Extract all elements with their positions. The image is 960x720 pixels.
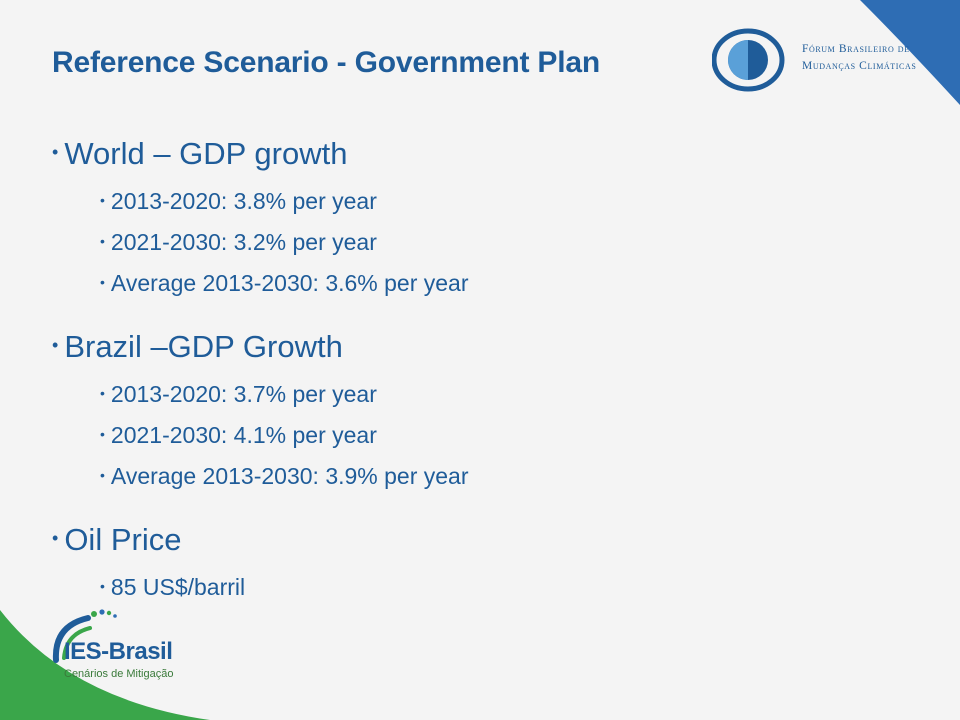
- sub-bullet-text: 85 US$/barril: [110, 574, 246, 600]
- bullet-heading-text: Brazil –GDP Growth: [64, 329, 343, 364]
- section-world-gdp: • World – GDP growth • 2013-2020: 3.8% pe…: [52, 134, 872, 305]
- bullet-heading: • World – GDP growth: [52, 134, 872, 178]
- top-right-blue-corner: [860, 0, 960, 105]
- bullet-dot-icon: •: [100, 233, 105, 249]
- ies-logo-name: IES-Brasil: [64, 638, 173, 665]
- sub-bullet: • Average 2013-2030: 3.6% per year: [100, 264, 872, 305]
- bullet-dot-icon: •: [100, 192, 105, 208]
- slide-title: Reference Scenario - Government Plan: [52, 46, 600, 79]
- sub-bullet-text: Average 2013-2030: 3.9% per year: [110, 463, 469, 489]
- bullet-dot-icon: •: [100, 426, 105, 442]
- sub-bullet: • Average 2013-2030: 3.9% per year: [100, 457, 872, 498]
- ies-arc-icon: [52, 609, 117, 663]
- sub-bullet-list: • 2013-2020: 3.8% per year • 2021-2030: 3.…: [52, 182, 872, 305]
- bullet-heading: • Oil Price: [52, 520, 872, 564]
- bullet-heading-text: Oil Price: [64, 522, 182, 557]
- sub-bullet: • 85 US$/barril: [100, 568, 872, 609]
- bullet-dot-icon: •: [52, 528, 59, 548]
- bullet-dot-icon: •: [100, 274, 105, 290]
- sub-bullet-text: 2013-2020: 3.7% per year: [110, 381, 377, 407]
- ies-logo-tagline: Cenários de Mitigação: [64, 668, 174, 680]
- forum-logo-text: Fórum Brasileiro de Mudanças Climáticas: [802, 41, 916, 75]
- sub-bullet-text: 2021-2030: 3.2% per year: [110, 229, 377, 255]
- sub-bullet-text: 2013-2020: 3.8% per year: [110, 188, 377, 214]
- forum-logo: Fórum Brasileiro de Mudanças Climáticas: [711, 24, 942, 96]
- forum-logo-line1: Fórum Brasileiro de: [802, 43, 910, 55]
- bullet-heading-text: World – GDP growth: [64, 136, 348, 171]
- sub-bullet: • 2013-2020: 3.8% per year: [100, 182, 872, 223]
- bottom-left-green-corner: [0, 610, 210, 720]
- bullet-dot-icon: •: [100, 467, 105, 483]
- sub-bullet-text: 2021-2030: 4.1% per year: [110, 422, 377, 448]
- bullet-heading: • Brazil –GDP Growth: [52, 327, 872, 371]
- sub-bullet-list: • 85 US$/barril: [52, 568, 872, 609]
- section-oil-price: • Oil Price • 85 US$/barril: [52, 520, 872, 609]
- bullet-dot-icon: •: [52, 142, 59, 162]
- bullet-dot-icon: •: [100, 578, 105, 594]
- slide-content: • World – GDP growth • 2013-2020: 3.8% pe…: [52, 134, 872, 631]
- bullet-dot-icon: •: [100, 385, 105, 401]
- ies-brasil-logo: IES-Brasil Cenários de Mitigação: [44, 608, 184, 684]
- bullet-dot-icon: •: [52, 335, 59, 355]
- sub-bullet: • 2021-2030: 4.1% per year: [100, 416, 872, 457]
- section-brazil-gdp: • Brazil –GDP Growth • 2013-2020: 3.7% pe…: [52, 327, 872, 498]
- sub-bullet: • 2021-2030: 3.2% per year: [100, 223, 872, 264]
- sub-bullet-list: • 2013-2020: 3.7% per year • 2021-2030: 4.…: [52, 375, 872, 498]
- forum-eye-icon: [711, 28, 785, 92]
- forum-logo-line2: Mudanças Climáticas: [802, 60, 917, 72]
- sub-bullet-text: Average 2013-2030: 3.6% per year: [110, 270, 469, 296]
- sub-bullet: • 2013-2020: 3.7% per year: [100, 375, 872, 416]
